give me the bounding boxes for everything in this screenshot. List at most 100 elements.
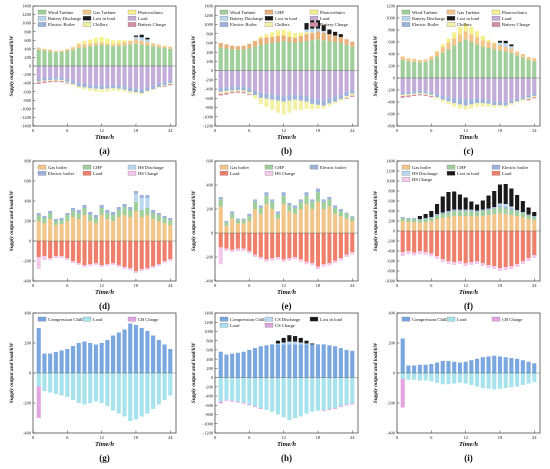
chart-panel-9: -400 -200 0 200 400 0 6 12 18 24 Time/h Supply outp… bbox=[373, 311, 541, 463]
legend-item: Battery Discharge bbox=[401, 16, 445, 21]
bar-segment bbox=[133, 271, 139, 273]
bar-segment bbox=[475, 261, 480, 264]
bar-segment bbox=[497, 78, 503, 102]
y-tick-label: 800 bbox=[24, 159, 31, 164]
bar-segment bbox=[304, 261, 309, 265]
bar-segment bbox=[48, 77, 53, 81]
legend-swatch bbox=[309, 9, 319, 15]
bar-segment bbox=[475, 78, 480, 99]
bar-segment bbox=[156, 340, 161, 373]
x-tick-label: 0 bbox=[214, 128, 217, 133]
bar-segment bbox=[423, 252, 428, 255]
legend-swatch bbox=[309, 164, 319, 170]
bar-segment bbox=[139, 37, 144, 41]
bar-segment bbox=[270, 377, 275, 412]
bar-segment bbox=[168, 225, 173, 241]
bar-segment bbox=[452, 211, 457, 216]
legend: Compression Chillers Load CB Charge bbox=[37, 317, 158, 322]
legend-label: Photovoltaics bbox=[320, 10, 345, 15]
bar-segment bbox=[247, 377, 252, 405]
bar-segment bbox=[88, 264, 93, 266]
y-tick-label: -1200 bbox=[203, 124, 214, 129]
bar-segment bbox=[252, 46, 258, 71]
legend-swatch bbox=[219, 171, 229, 176]
bar-segment bbox=[492, 355, 497, 373]
y-tick-label: 1200 bbox=[22, 12, 32, 17]
bar-segment bbox=[230, 218, 235, 233]
bar-segment bbox=[53, 79, 58, 81]
bar-segment bbox=[168, 241, 173, 259]
legend-item: Lost in load bbox=[82, 16, 116, 21]
bar-segment bbox=[59, 224, 64, 241]
bar-segment bbox=[128, 210, 133, 217]
bar-segment bbox=[264, 192, 269, 196]
bar-segment bbox=[333, 260, 338, 263]
bar-segment bbox=[400, 94, 405, 96]
bar-segment bbox=[304, 101, 309, 109]
y-tick-label: -800 bbox=[205, 105, 214, 110]
bar-segment bbox=[99, 44, 104, 66]
bar-segment bbox=[122, 241, 127, 267]
legend-label: Compression Chillers bbox=[48, 317, 88, 322]
x-tick-label: 12 bbox=[281, 435, 286, 440]
bar-segment bbox=[423, 373, 428, 381]
bar-segment bbox=[457, 373, 462, 383]
bar-segment bbox=[287, 233, 292, 259]
legend-swatch bbox=[82, 171, 92, 176]
panel-letter: (c) bbox=[464, 146, 474, 156]
legend-swatch bbox=[264, 171, 274, 176]
bar-segment bbox=[412, 222, 417, 231]
legend-swatch bbox=[264, 16, 274, 21]
bar-segment bbox=[42, 223, 47, 241]
bar-segment bbox=[258, 233, 263, 257]
bar-segment bbox=[344, 233, 349, 255]
bar-segment bbox=[440, 361, 445, 373]
bar-segment bbox=[139, 198, 144, 210]
y-tick-label: -800 bbox=[205, 412, 214, 417]
bar-segment bbox=[321, 344, 326, 378]
bar-segment bbox=[434, 97, 440, 99]
y-tick-label: 1400 bbox=[204, 4, 214, 9]
bar-segment bbox=[310, 70, 315, 99]
y-tick-label: -200 bbox=[205, 77, 214, 82]
legend-label: CHP bbox=[275, 10, 284, 15]
bar-segment bbox=[168, 373, 173, 396]
bar-segment bbox=[162, 344, 167, 373]
legend-item: Chillers bbox=[446, 22, 472, 27]
legend-item: Load bbox=[309, 16, 330, 21]
bar-segment bbox=[156, 264, 161, 266]
legend-item: Load bbox=[127, 16, 148, 21]
bar-segment bbox=[105, 43, 110, 46]
legend-item: Gas Turbine bbox=[82, 10, 116, 15]
bar-segment bbox=[270, 209, 275, 233]
bar-segment bbox=[480, 231, 485, 263]
y-tick-label: 1200 bbox=[386, 4, 396, 9]
bar-segment bbox=[400, 60, 405, 78]
bar-segment bbox=[258, 408, 263, 409]
bar-segment bbox=[304, 29, 309, 33]
legend-swatch bbox=[264, 164, 274, 170]
bar-segment bbox=[446, 261, 451, 264]
bar-segment bbox=[105, 241, 110, 264]
bar-segment bbox=[344, 39, 349, 45]
x-tick-label: 18 bbox=[316, 435, 321, 440]
x-tick-label: 6 bbox=[248, 283, 251, 288]
bar-segment bbox=[434, 51, 440, 57]
bar-segment bbox=[218, 47, 223, 71]
bar-segment bbox=[486, 265, 491, 268]
legend-item: Battery Charge bbox=[309, 22, 348, 27]
bar-segment bbox=[520, 217, 525, 231]
legend-label: Gas boiler bbox=[412, 165, 431, 170]
bar-segment bbox=[264, 204, 269, 233]
bar-segment bbox=[480, 99, 485, 104]
bar-segment bbox=[520, 54, 525, 58]
bar-segment bbox=[76, 213, 81, 219]
bar-segment bbox=[162, 261, 167, 263]
bar-segment bbox=[520, 360, 525, 373]
bar-segment bbox=[156, 221, 161, 241]
bar-segment bbox=[105, 213, 110, 219]
bar-segment bbox=[36, 81, 41, 83]
bar-segment bbox=[440, 78, 445, 96]
bar-segment bbox=[440, 52, 445, 78]
legend-label: CS Charge bbox=[275, 323, 295, 328]
